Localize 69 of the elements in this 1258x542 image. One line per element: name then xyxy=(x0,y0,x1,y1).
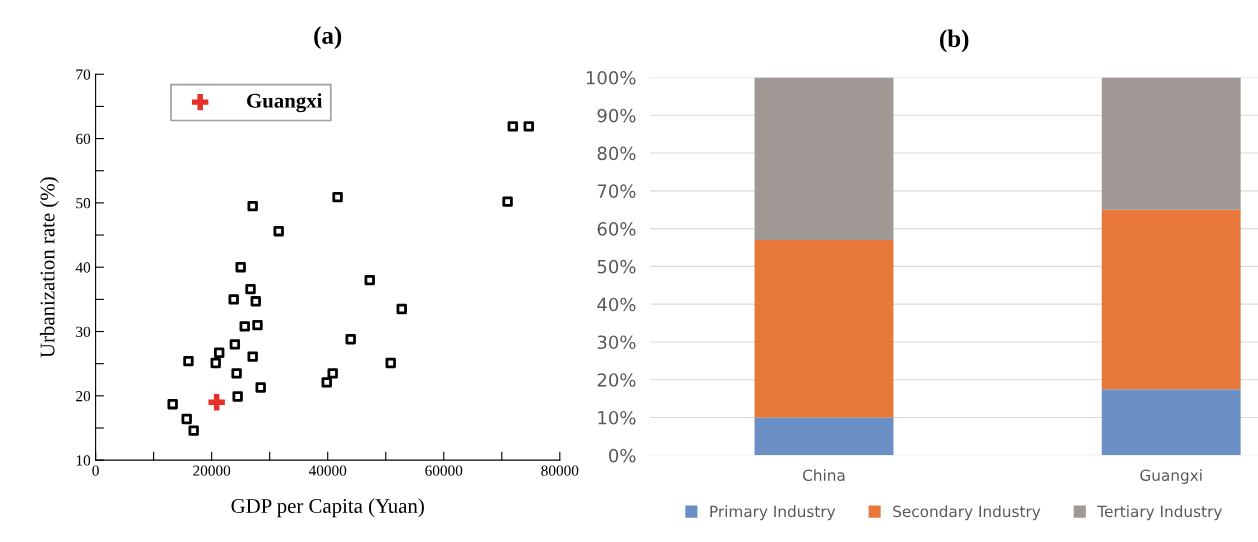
x-axis-title: GDP per Capita (Yuan) xyxy=(231,498,424,518)
point xyxy=(252,319,263,331)
y-tick-label: 50 xyxy=(76,198,91,209)
point xyxy=(228,294,239,305)
y-tick-label: 40% xyxy=(597,297,636,312)
bar xyxy=(754,77,894,240)
x-tick-label: China xyxy=(803,469,845,481)
y-tick-label: 30% xyxy=(597,335,636,350)
y-tick-label: 10% xyxy=(598,410,636,425)
y-tick-label: 40 xyxy=(75,262,91,273)
point xyxy=(507,121,518,132)
y-tick-label: 20% xyxy=(597,373,636,387)
y-tick-label: 0% xyxy=(609,448,636,463)
bar xyxy=(754,239,894,418)
bar xyxy=(1101,389,1241,456)
chart-title: (b) xyxy=(940,29,969,53)
point xyxy=(345,334,356,345)
point xyxy=(327,368,338,379)
point xyxy=(239,321,250,332)
chart-title: (a) xyxy=(314,26,342,50)
bar xyxy=(1101,209,1241,390)
y-tick-label: 10 xyxy=(76,455,91,466)
point xyxy=(247,200,258,212)
legend-label: Secondary Industry xyxy=(893,505,1041,521)
legend-label: Guangxi xyxy=(247,93,323,113)
legend-label: Primary Industry xyxy=(710,505,836,521)
y-tick-label: 80% xyxy=(597,146,636,161)
x-tick-label: 80000 xyxy=(541,465,579,476)
point xyxy=(523,121,534,132)
point xyxy=(188,425,199,436)
point xyxy=(332,191,343,203)
x-tick-label: 20000 xyxy=(193,465,231,476)
y-tick-label: 60 xyxy=(76,133,91,145)
y-axis-title: Urbanization rate (%) xyxy=(39,177,59,358)
point xyxy=(229,339,241,350)
point xyxy=(364,274,375,286)
point xyxy=(231,368,242,379)
legend-label: Tertiary Industry xyxy=(1097,505,1222,521)
point xyxy=(245,283,256,295)
point xyxy=(321,377,332,388)
point xyxy=(502,196,513,207)
y-tick-label: 50% xyxy=(597,259,636,274)
point xyxy=(385,357,396,369)
point xyxy=(181,413,192,425)
point xyxy=(214,347,225,358)
x-tick-label: 40000 xyxy=(308,465,347,476)
point xyxy=(255,382,266,393)
point xyxy=(273,226,284,237)
point xyxy=(167,399,178,410)
point xyxy=(250,296,261,307)
point xyxy=(208,394,225,411)
x-tick-label: 60000 xyxy=(425,465,463,476)
y-tick-label: 90% xyxy=(597,108,636,123)
point xyxy=(232,391,243,402)
bar xyxy=(754,417,894,456)
x-tick-label: 0 xyxy=(92,465,99,476)
point xyxy=(235,262,246,273)
y-tick-label: 100% xyxy=(586,70,636,85)
point xyxy=(396,303,407,315)
point xyxy=(247,351,258,362)
point xyxy=(183,355,194,367)
y-tick-label: 20 xyxy=(76,390,91,402)
y-tick-label: 60% xyxy=(597,222,636,236)
y-tick-label: 30 xyxy=(76,326,91,337)
y-tick-label: 70% xyxy=(597,184,636,198)
point xyxy=(210,357,221,369)
y-tick-label: 70 xyxy=(76,69,91,80)
bar xyxy=(1101,77,1241,210)
x-tick-label: Guangxi xyxy=(1140,469,1202,484)
